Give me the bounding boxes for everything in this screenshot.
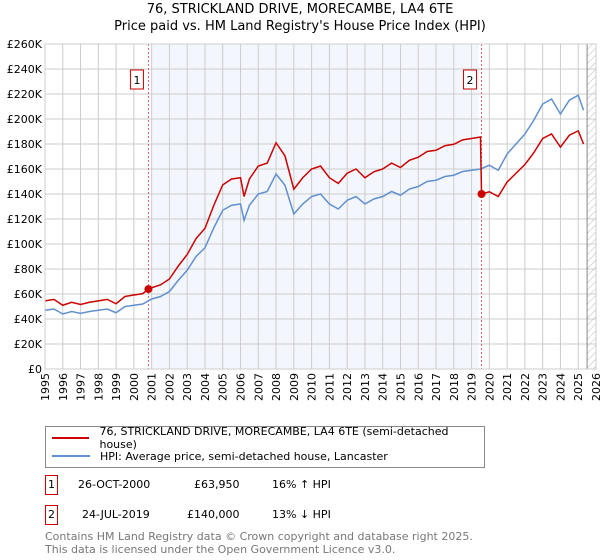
chart-title-line2: Price paid vs. HM Land Registry's House … — [114, 19, 486, 34]
x-tick-label: 2020 — [483, 373, 496, 401]
x-tick-label: 2010 — [306, 373, 319, 401]
y-tick-label: £180K — [7, 138, 43, 151]
x-tick-label: 2003 — [181, 373, 194, 401]
y-tick-label: £140K — [7, 188, 43, 201]
x-tick-label: 1999 — [110, 373, 123, 401]
transaction-date: 24-JUL-2019 — [82, 508, 150, 521]
transaction-number: 1 — [45, 475, 58, 495]
hpi-line — [44, 94, 585, 315]
x-tick-label: 2000 — [128, 373, 141, 401]
plot-border — [44, 43, 597, 370]
chart-title-line1: 76, STRICKLAND DRIVE, MORECAMBE, LA4 6TE — [146, 2, 454, 17]
legend: 76, STRICKLAND DRIVE, MORECAMBE, LA4 6TE… — [45, 425, 485, 468]
x-tick-label: 2002 — [163, 373, 176, 401]
x-tick-label: 2004 — [199, 373, 212, 401]
x-tick-label: 1996 — [57, 373, 70, 401]
forecast-hatch — [587, 44, 596, 369]
y-tick-label: £20K — [14, 338, 43, 351]
sale-point — [477, 190, 486, 198]
shaded-period — [151, 44, 479, 369]
legend-swatch-property — [52, 437, 90, 439]
y-tick-label: £0 — [28, 363, 42, 376]
y-tick-label: £220K — [7, 88, 43, 101]
x-tick-label: 2005 — [217, 373, 230, 401]
legend-item-property: 76, STRICKLAND DRIVE, MORECAMBE, LA4 6TE… — [52, 425, 484, 451]
legend-label-property: 76, STRICKLAND DRIVE, MORECAMBE, LA4 6TE… — [99, 425, 449, 451]
sale-label: 1 — [133, 74, 140, 87]
x-tick-label: 2013 — [359, 373, 372, 401]
x-tick-label: 2011 — [323, 373, 336, 401]
y-tick-label: £40K — [14, 313, 43, 326]
x-tick-label: 2016 — [412, 373, 425, 401]
transaction-price: £140,000 — [187, 508, 240, 521]
transaction-price: £63,950 — [194, 478, 240, 491]
legend-item-hpi: HPI: Average price, semi-detached house,… — [52, 448, 388, 464]
x-tick-label: 2007 — [252, 373, 265, 401]
x-tick-label: 2022 — [519, 373, 532, 401]
y-tick-label: £60K — [14, 288, 43, 301]
footer-copyright: Contains HM Land Registry data © Crown c… — [45, 530, 473, 543]
footer: Contains HM Land Registry data © Crown c… — [45, 530, 473, 556]
x-tick-label: 2015 — [394, 373, 407, 401]
y-tick-label: £80K — [14, 263, 43, 276]
transaction-date: 26-OCT-2000 — [78, 478, 151, 491]
legend-label-hpi: HPI: Average price, semi-detached house,… — [100, 449, 388, 463]
legend-swatch-hpi — [52, 455, 90, 457]
x-tick-label: 2023 — [537, 373, 550, 401]
sale-label: 2 — [467, 74, 474, 87]
transaction-number: 2 — [45, 505, 58, 525]
price-chart: 1995 1996 1997 1998 1999 2000 2001 2002 2003 2004… — [7, 38, 600, 401]
x-tick-label: 2009 — [288, 373, 301, 401]
x-tick-label: 2021 — [501, 373, 514, 401]
x-tick-label: 2024 — [554, 373, 567, 401]
sale-label-box — [463, 69, 478, 90]
y-tick-label: £260K — [7, 38, 43, 51]
x-tick-label: 1995 — [39, 373, 52, 401]
transaction-hpi-diff: 16% ↑ HPI — [272, 478, 331, 491]
x-tick-label: 2006 — [235, 373, 248, 401]
x-tick-label: 2026 — [590, 373, 600, 401]
sale-point — [144, 285, 153, 294]
x-tick-label: 2019 — [466, 373, 479, 401]
x-tick-label: 2001 — [146, 373, 159, 401]
x-tick-label: 2025 — [572, 373, 585, 401]
y-tick-label: £240K — [7, 63, 43, 76]
x-tick-label: 2018 — [448, 373, 461, 401]
x-tick-label: 2014 — [377, 373, 390, 401]
y-tick-label: £120K — [7, 213, 43, 226]
x-tick-label: 1998 — [92, 373, 105, 401]
footer-licence: This data is licensed under the Open Gov… — [45, 543, 396, 556]
y-tick-label: £200K — [7, 113, 43, 126]
property-price-line — [44, 129, 585, 307]
x-tick-label: 2012 — [341, 373, 354, 401]
y-tick-label: £160K — [7, 163, 43, 176]
transaction-hpi-diff: 13% ↓ HPI — [272, 508, 331, 521]
x-tick-label: 2008 — [270, 373, 283, 401]
y-tick-label: £100K — [7, 238, 43, 251]
x-tick-label: 1997 — [75, 373, 88, 401]
x-tick-label: 2017 — [430, 373, 443, 401]
sale-label-box — [129, 69, 144, 90]
